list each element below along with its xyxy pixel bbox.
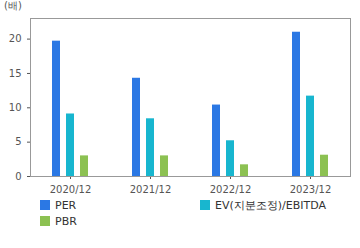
html-text:(배): (배) xyxy=(4,0,22,11)
svg-text:0: 0 xyxy=(15,171,21,182)
svg-text:5: 5 xyxy=(15,136,21,147)
svg-text:2020/12: 2020/12 xyxy=(50,184,92,195)
html-text:PER: PER xyxy=(55,198,77,212)
html-text:EV(지분조정)/EBITDA: EV(지분조정)/EBITDA xyxy=(215,198,326,212)
svg-text:20: 20 xyxy=(9,33,22,44)
svg-text:15: 15 xyxy=(9,68,22,79)
html-text:PBR: PBR xyxy=(55,214,77,228)
svg-text:2023/12: 2023/12 xyxy=(290,184,332,195)
svg-text:10: 10 xyxy=(9,102,22,113)
svg-text:2021/12: 2021/12 xyxy=(130,184,172,195)
svg-text:2022/12: 2022/12 xyxy=(210,184,252,195)
